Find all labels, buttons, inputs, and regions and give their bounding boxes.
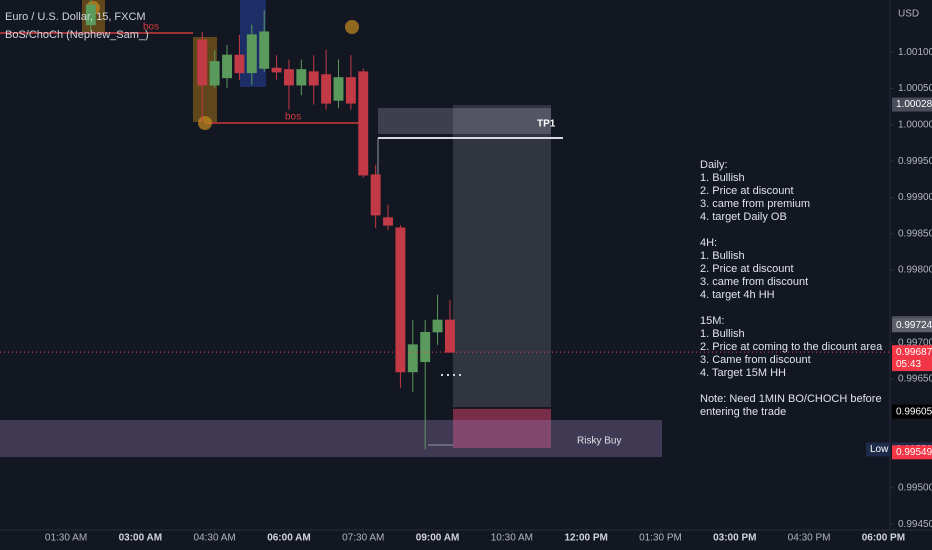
tp-label: TP1 [537,119,556,130]
drawings: bos bos TP1 Risky Buy [0,0,662,457]
note-line: 2. Price at discount [700,263,794,275]
y-tick-label: 0.99800 [898,265,932,276]
bos-label: bos [285,112,301,123]
note-line: 3. came from premium [700,198,810,210]
y-tick-label: 0.99500 [898,483,932,494]
note-line: 2. Price at coming to the dicount area [700,341,883,353]
note-line: Daily: [700,159,728,171]
swing-marker [198,116,212,130]
price-tag-label: 0.99605 [896,406,932,417]
candle-body [420,332,431,363]
stop-zone [453,408,551,448]
note-line: 1. Bullish [700,328,745,340]
price-tag-label: 1.00028 [896,99,932,110]
x-tick-label: 03:00 AM [119,533,163,544]
tag-prefix: Low [870,444,889,455]
y-tick-label: 0.99650 [898,374,932,385]
x-tick-label: 09:00 AM [416,533,460,544]
note-line: 1. Bullish [700,172,745,184]
y-tick-label: 0.99450 [898,519,932,530]
price-tag [892,318,932,333]
y-tick-label: 1.00100 [898,47,932,58]
price-tag [892,404,932,419]
y-tick-label: 0.99950 [898,156,932,167]
y-tick-label: 0.99700 [898,337,932,348]
candle-body [383,217,393,226]
note-line: 1. Bullish [700,250,745,262]
candle-body [246,34,257,74]
candle-body [296,69,307,86]
candle-body [432,319,443,333]
note-line: 4. target 4h HH [700,289,775,301]
y-tick-label: 1.00000 [898,120,932,131]
indicator-name: BoS/ChoCh (Nephew_Sam_) [5,29,149,41]
price-tag-label: 0.99687 [896,347,932,358]
note-line: 3. came from discount [700,276,808,288]
y-tick-label: 0.99850 [898,228,932,239]
x-tick-label: 10:30 AM [491,533,533,544]
candle-body [222,54,232,79]
x-tick-label: 01:30 PM [639,533,682,544]
price-tag-label: 0.99724 [896,320,932,331]
note-line: 3. Came from discount [700,354,811,366]
price-tag [892,445,932,460]
candle-body [395,227,406,373]
candle-body [370,174,381,216]
candle-body [444,319,455,353]
note-line: 4. Target 15M HH [700,367,786,379]
candle-body [358,71,369,176]
x-tick-label: 06:00 PM [862,533,905,544]
candle-body [271,67,282,73]
price-tag-label: 0.99549 [896,447,932,458]
plot [0,0,890,450]
candle-body [407,344,418,373]
chart-title: Euro / U.S. Dollar, 15, FXCM [5,11,146,23]
price-tag [892,97,932,112]
candle-body [259,31,270,69]
x-tick-label: 12:00 PM [564,533,607,544]
y-tick-label: 1.00050 [898,83,932,94]
x-tick-label: 03:00 PM [713,533,756,544]
candle-body [333,77,344,101]
candle-body [234,54,245,74]
x-tick-label: 07:30 AM [342,533,384,544]
note-line: entering the trade [700,406,786,418]
candle-body [308,71,319,86]
note-line: 15M: [700,315,724,327]
note-line: 4. target Daily OB [700,211,787,223]
x-tick-label: 06:00 AM [267,533,311,544]
price-tag [892,345,932,372]
target-zone [453,105,551,408]
note-line: 2. Price at discount [700,185,794,197]
currency: USD [898,9,919,20]
zone-label: Risky Buy [577,436,621,447]
candle-body [321,74,332,104]
candle-body [85,4,96,26]
x-tick-label: 04:30 PM [788,533,831,544]
bos-label: bos [143,22,159,33]
tag-prefix-box [866,442,890,457]
risky-zone [0,420,662,457]
candle-body [197,39,208,86]
y-tick-label: 0.99900 [898,192,932,203]
candle-body [209,61,220,86]
candle-body [284,69,294,86]
countdown: 05:43 [896,359,921,370]
premium-box [378,108,551,134]
note-line: Note: Need 1MIN BO/CHOCH before [700,393,882,405]
candle-body [345,77,356,104]
x-tick-label: 04:30 AM [194,533,236,544]
note-line: 4H: [700,237,717,249]
swing-marker [345,20,359,34]
x-tick-label: 01:30 AM [45,533,87,544]
